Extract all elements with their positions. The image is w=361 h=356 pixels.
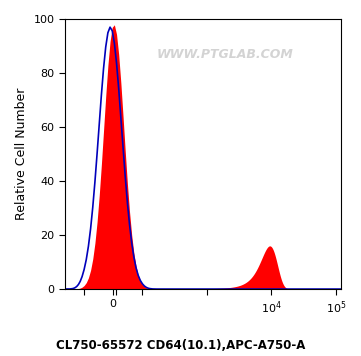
Text: WWW.PTGLAB.COM: WWW.PTGLAB.COM bbox=[157, 48, 293, 61]
Y-axis label: Relative Cell Number: Relative Cell Number bbox=[15, 88, 28, 220]
Text: CL750-65572 CD64(10.1),APC-A750-A: CL750-65572 CD64(10.1),APC-A750-A bbox=[56, 339, 305, 352]
